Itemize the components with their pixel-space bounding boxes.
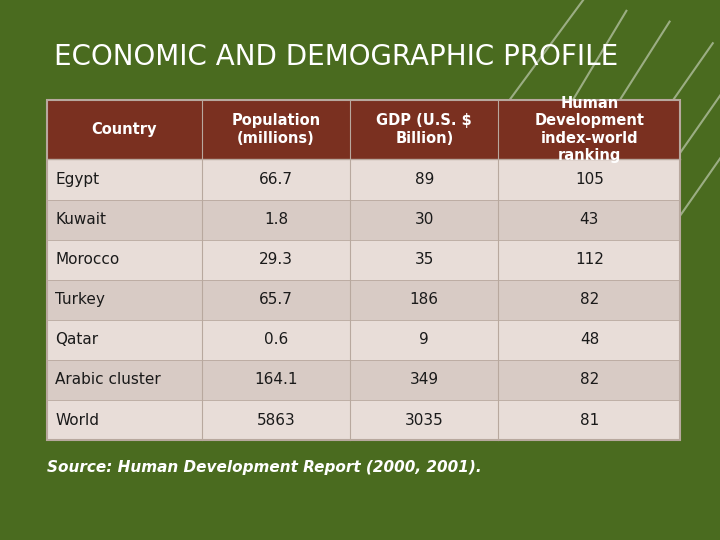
Text: 9: 9 xyxy=(419,332,429,347)
Text: Source: Human Development Report (2000, 2001).: Source: Human Development Report (2000, … xyxy=(47,460,482,475)
Text: Country: Country xyxy=(91,122,157,137)
Text: GDP (U.S. $
Billion): GDP (U.S. $ Billion) xyxy=(377,113,472,146)
Bar xyxy=(47,240,680,280)
Text: 105: 105 xyxy=(575,172,604,187)
Text: Egypt: Egypt xyxy=(55,172,99,187)
Text: Turkey: Turkey xyxy=(55,292,105,307)
Bar xyxy=(47,100,680,159)
Text: ECONOMIC AND DEMOGRAPHIC PROFILE: ECONOMIC AND DEMOGRAPHIC PROFILE xyxy=(54,43,618,71)
Text: 1.8: 1.8 xyxy=(264,212,288,227)
Text: 0.6: 0.6 xyxy=(264,332,288,347)
Text: 48: 48 xyxy=(580,332,599,347)
Text: Morocco: Morocco xyxy=(55,252,120,267)
Text: 35: 35 xyxy=(415,252,434,267)
Text: 164.1: 164.1 xyxy=(254,373,298,388)
Bar xyxy=(47,320,680,360)
Text: 349: 349 xyxy=(410,373,438,388)
Text: 5863: 5863 xyxy=(256,413,295,428)
Bar xyxy=(47,159,680,200)
Text: World: World xyxy=(55,413,99,428)
Text: 3035: 3035 xyxy=(405,413,444,428)
Text: Population
(millions): Population (millions) xyxy=(231,113,320,146)
Text: 66.7: 66.7 xyxy=(259,172,293,187)
Text: Kuwait: Kuwait xyxy=(55,212,107,227)
Text: 186: 186 xyxy=(410,292,438,307)
Bar xyxy=(47,400,680,440)
Text: Human
Development
index-world
ranking: Human Development index-world ranking xyxy=(534,96,644,163)
Text: Arabic cluster: Arabic cluster xyxy=(55,373,161,388)
Text: 65.7: 65.7 xyxy=(259,292,293,307)
Text: 112: 112 xyxy=(575,252,604,267)
Text: 29.3: 29.3 xyxy=(259,252,293,267)
Text: 81: 81 xyxy=(580,413,599,428)
Bar xyxy=(47,199,680,240)
Text: Qatar: Qatar xyxy=(55,332,99,347)
Text: 43: 43 xyxy=(580,212,599,227)
Text: 30: 30 xyxy=(415,212,434,227)
Text: 89: 89 xyxy=(415,172,434,187)
Bar xyxy=(47,280,680,320)
Bar xyxy=(47,100,680,440)
Text: 82: 82 xyxy=(580,373,599,388)
Bar xyxy=(47,360,680,400)
Text: 82: 82 xyxy=(580,292,599,307)
